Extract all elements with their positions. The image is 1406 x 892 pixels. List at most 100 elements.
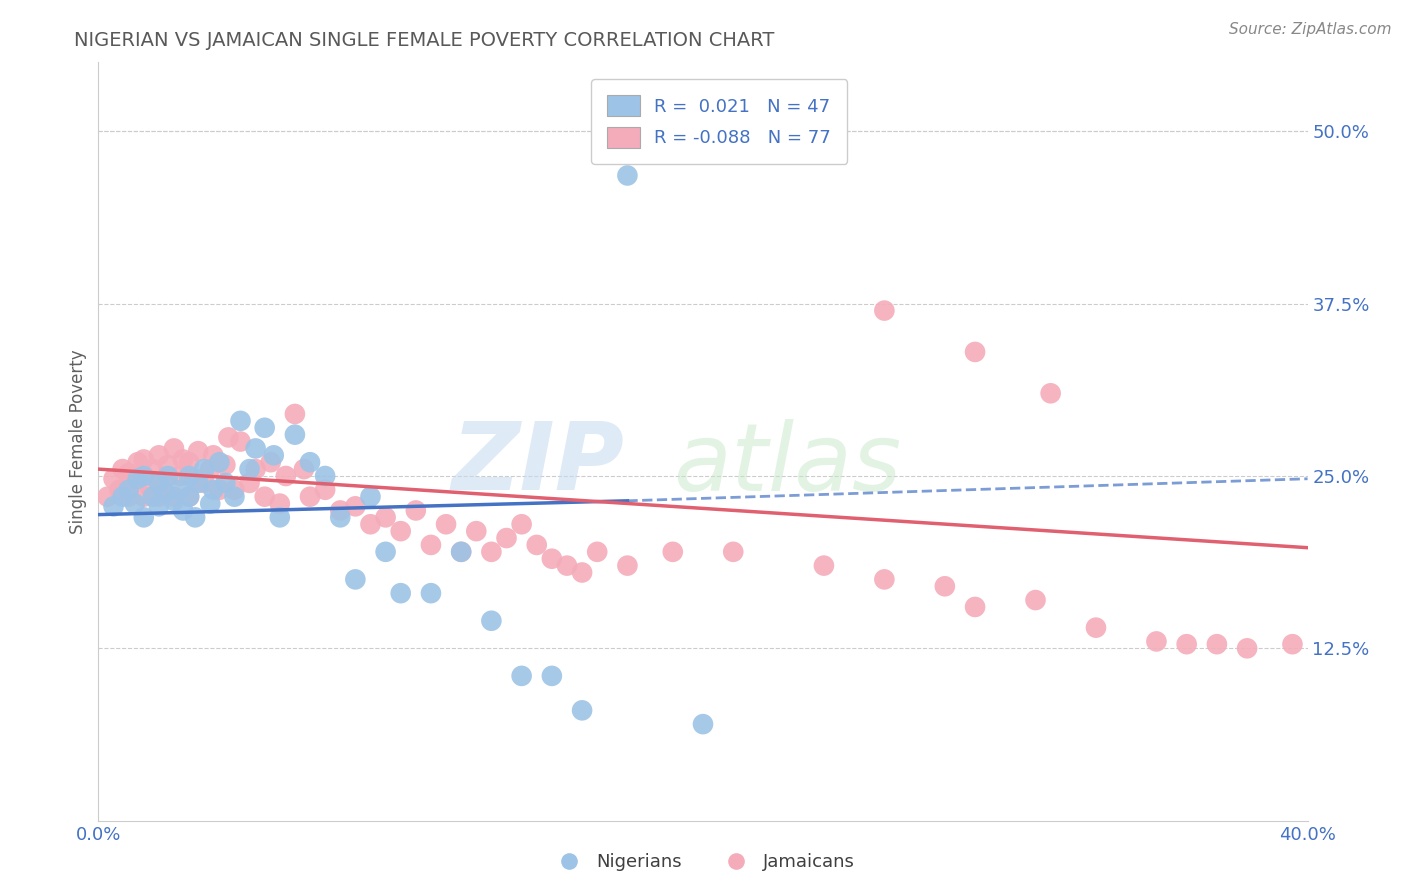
Point — [239, 475, 262, 490]
Point — [1085, 621, 1108, 635]
Point — [142, 462, 165, 476]
Point — [179, 490, 201, 504]
Point — [148, 500, 170, 514]
Point — [127, 455, 149, 469]
Point — [156, 458, 179, 472]
Point — [229, 434, 252, 449]
Point — [965, 599, 987, 614]
Point — [329, 510, 352, 524]
Point — [481, 545, 503, 559]
Point — [132, 452, 155, 467]
Point — [193, 462, 215, 476]
Point — [510, 517, 533, 532]
Point — [284, 407, 307, 421]
Point — [1024, 593, 1046, 607]
Point — [360, 517, 382, 532]
Point — [1281, 637, 1303, 651]
Point — [148, 448, 170, 462]
Text: Source: ZipAtlas.com: Source: ZipAtlas.com — [1229, 22, 1392, 37]
Point — [184, 472, 207, 486]
Point — [540, 551, 562, 566]
Text: ZIP: ZIP — [451, 418, 624, 510]
Point — [692, 717, 714, 731]
Point — [118, 483, 141, 497]
Point — [217, 430, 239, 444]
Point — [1236, 641, 1258, 656]
Point — [172, 452, 194, 467]
Point — [124, 497, 146, 511]
Legend: R =  0.021   N = 47, R = -0.088   N = 77: R = 0.021 N = 47, R = -0.088 N = 77 — [591, 79, 848, 164]
Point — [224, 483, 246, 497]
Point — [292, 462, 315, 476]
Point — [434, 517, 457, 532]
Point — [555, 558, 578, 573]
Point — [239, 462, 262, 476]
Point — [540, 669, 562, 683]
Point — [193, 475, 215, 490]
Point — [873, 573, 896, 587]
Point — [263, 448, 285, 462]
Point — [329, 503, 352, 517]
Point — [208, 455, 231, 469]
Legend: Nigerians, Jamaicans: Nigerians, Jamaicans — [544, 847, 862, 879]
Point — [873, 303, 896, 318]
Point — [274, 469, 297, 483]
Point — [260, 455, 283, 469]
Point — [142, 490, 165, 504]
Point — [229, 414, 252, 428]
Point — [202, 483, 225, 497]
Point — [184, 510, 207, 524]
Point — [314, 483, 336, 497]
Point — [1175, 637, 1198, 651]
Point — [103, 500, 125, 514]
Point — [1039, 386, 1062, 401]
Point — [245, 442, 267, 456]
Point — [172, 503, 194, 517]
Point — [465, 524, 488, 538]
Point — [103, 472, 125, 486]
Point — [132, 469, 155, 483]
Point — [153, 485, 176, 500]
Point — [586, 545, 609, 559]
Point — [253, 490, 276, 504]
Point — [179, 490, 201, 504]
Point — [214, 475, 236, 490]
Point — [571, 566, 593, 580]
Point — [389, 524, 412, 538]
Point — [374, 510, 396, 524]
Point — [163, 493, 186, 508]
Point — [299, 490, 322, 504]
Point — [420, 538, 443, 552]
Y-axis label: Single Female Poverty: Single Female Poverty — [69, 350, 87, 533]
Point — [450, 545, 472, 559]
Point — [481, 614, 503, 628]
Point — [179, 469, 201, 483]
Point — [723, 545, 745, 559]
Point — [156, 469, 179, 483]
Point — [420, 586, 443, 600]
Point — [450, 545, 472, 559]
Point — [389, 586, 412, 600]
Point — [616, 169, 638, 183]
Point — [510, 669, 533, 683]
Point — [616, 558, 638, 573]
Point — [208, 483, 231, 497]
Point — [96, 490, 118, 504]
Point — [118, 467, 141, 481]
Point — [813, 558, 835, 573]
Point — [253, 421, 276, 435]
Point — [934, 579, 956, 593]
Point — [965, 345, 987, 359]
Point — [495, 531, 517, 545]
Point — [108, 483, 131, 497]
Point — [269, 510, 291, 524]
Point — [344, 500, 367, 514]
Point — [111, 462, 134, 476]
Point — [148, 475, 170, 490]
Text: atlas: atlas — [673, 418, 901, 510]
Point — [118, 490, 141, 504]
Point — [571, 703, 593, 717]
Point — [214, 458, 236, 472]
Point — [111, 490, 134, 504]
Point — [169, 483, 191, 497]
